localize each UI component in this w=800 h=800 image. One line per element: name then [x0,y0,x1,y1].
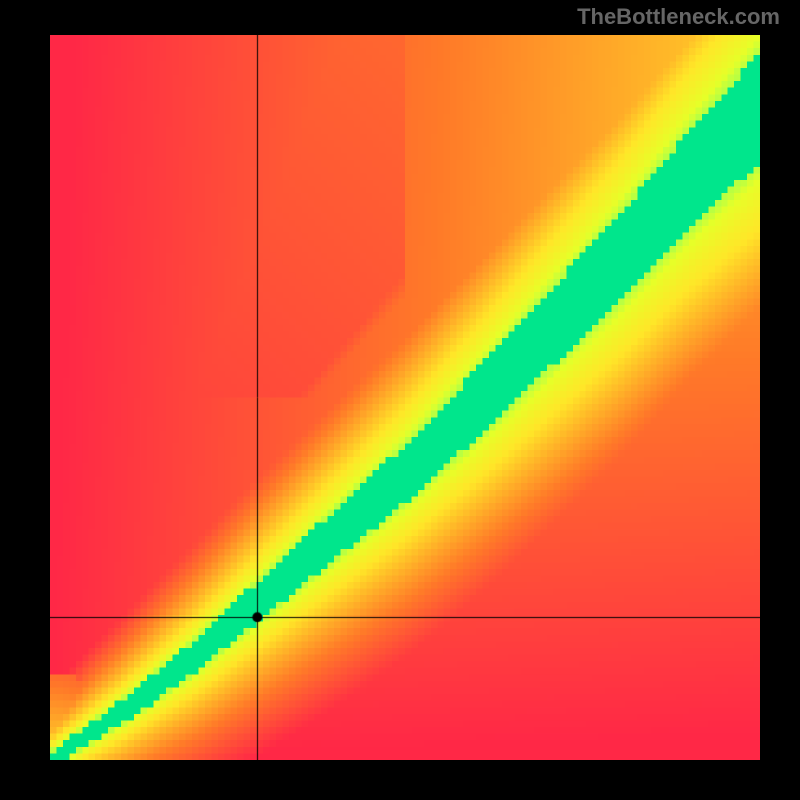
crosshair-overlay [50,35,760,760]
watermark-text: TheBottleneck.com [577,4,780,30]
chart-container: TheBottleneck.com [0,0,800,800]
